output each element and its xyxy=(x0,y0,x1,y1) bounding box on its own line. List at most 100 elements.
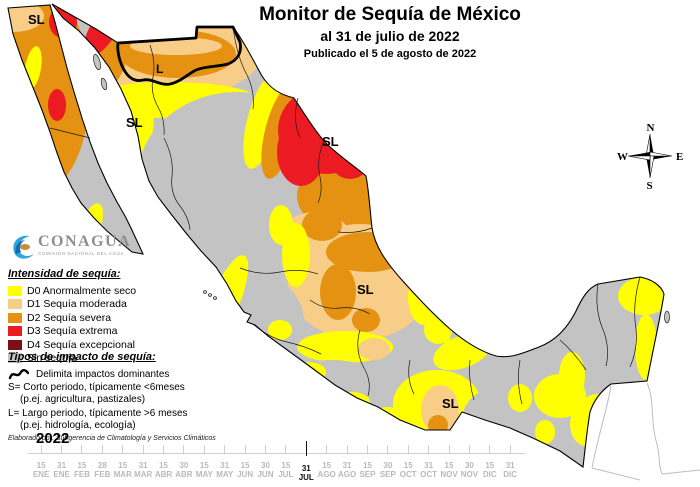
compass-west-label: W xyxy=(617,151,628,163)
tick-mark xyxy=(387,445,389,453)
foreign-border-lines xyxy=(591,382,700,481)
timeline-tick: 31 AGO xyxy=(337,441,357,482)
d3-color-swatch xyxy=(8,326,22,337)
compass-north-label: N xyxy=(647,122,655,134)
published-date: Publicado el 5 de agosto de 2022 xyxy=(303,48,477,60)
tick-mark xyxy=(81,445,83,453)
impact-types-legend: Tipos de impacto de sequía: Delimita imp… xyxy=(8,351,238,442)
legend-item-no-drought: Sin sequía xyxy=(8,352,136,366)
map-impact-label: SL xyxy=(442,396,459,411)
tick-month-label: SEP xyxy=(359,470,376,479)
timeline-tick: 15 JUL xyxy=(276,441,296,482)
tick-mark xyxy=(407,445,409,453)
tick-mark xyxy=(163,445,165,453)
map-impact-label: SL xyxy=(357,282,374,297)
tick-day-label: 15 xyxy=(444,461,454,470)
tick-day-label: 15 xyxy=(322,461,332,470)
report-date: al 31 de julio de 2022 xyxy=(320,28,460,44)
legend-item-label: Sin sequía xyxy=(27,352,77,365)
tick-month-label: SEP xyxy=(379,470,396,479)
legend-item-d1: D1 Sequía moderada xyxy=(8,298,136,312)
delimiter-label: Delimita impactos dominantes xyxy=(36,368,170,380)
timeline-tick: 15 SEP xyxy=(357,441,377,482)
islands xyxy=(93,53,670,324)
header: Monitor de Sequía de México al 31 de jul… xyxy=(160,4,620,60)
timeline-tick: 15 MAR xyxy=(113,441,133,482)
tick-day-label: 15 xyxy=(485,461,495,470)
legend-item-label: D1 Sequía moderada xyxy=(27,298,127,311)
page-title: Monitor de Sequía de México xyxy=(259,4,521,25)
timeline-tick: 15 FEB xyxy=(72,441,92,482)
compass-rose: N E S W xyxy=(617,122,683,192)
compass-east-label: E xyxy=(676,151,683,163)
tick-month-label: AGO xyxy=(317,470,336,479)
timeline-tick: 15 NOV xyxy=(439,441,459,482)
tick-month-label: MAR xyxy=(134,470,153,479)
tick-day-label: 28 xyxy=(97,461,107,470)
tick-day-label: 31 xyxy=(505,461,515,470)
timeline-tick: 30 SEP xyxy=(378,441,398,482)
tick-day-label: 15 xyxy=(403,461,413,470)
timeline-tick: 15 ABR xyxy=(153,441,173,482)
tick-day-label: 15 xyxy=(118,461,128,470)
tick-month-label: FEB xyxy=(94,470,111,479)
d0-color-swatch xyxy=(8,285,22,296)
tick-day-label: 15 xyxy=(77,461,87,470)
conagua-logo: CONAGUA COMISIÓN NACIONAL DEL AGUA xyxy=(8,230,131,260)
timeline-tick: 15 DIC xyxy=(480,441,500,482)
tick-mark xyxy=(448,445,450,453)
tick-day-label: 31 xyxy=(301,464,311,473)
legend-item-label: D4 Sequía excepcional xyxy=(27,338,135,351)
timeline-tick: 30 ABR xyxy=(174,441,194,482)
tick-day-label: 30 xyxy=(179,461,189,470)
tick-day-label: 15 xyxy=(362,461,372,470)
tick-month-label: ABR xyxy=(175,470,193,479)
tick-mark xyxy=(285,445,287,453)
tick-day-label: 31 xyxy=(138,461,148,470)
tick-month-label: JUL xyxy=(278,470,294,479)
tick-month-label: FEB xyxy=(73,470,90,479)
tick-month-label: MAR xyxy=(113,470,132,479)
tick-mark xyxy=(489,445,491,453)
legend-item-d0: D0 Anormalmente seco xyxy=(8,284,136,298)
legend-item-d2: D2 Sequía severa xyxy=(8,311,136,325)
map-impact-label: SL xyxy=(126,115,143,130)
tick-month-label: AGO xyxy=(337,470,357,479)
timeline-tick: 15 OCT xyxy=(398,441,418,482)
timeline-tick: 15 ENE xyxy=(31,441,51,482)
tick-mark xyxy=(509,445,511,453)
map-impact-label: L xyxy=(156,62,163,76)
timeline-tick: 30 JUN xyxy=(255,441,275,482)
tick-day-label: 31 xyxy=(57,461,67,470)
conagua-logo-icon xyxy=(13,235,35,259)
tick-mark xyxy=(224,445,226,453)
tick-mark xyxy=(244,445,246,453)
timeline-tick: 15 AGO xyxy=(316,441,336,482)
tick-mark xyxy=(366,445,368,453)
conagua-logo-text: CONAGUA xyxy=(38,233,132,250)
tick-mark xyxy=(468,445,470,453)
timeline-tick: 31 OCT xyxy=(418,441,438,482)
tick-day-label: 31 xyxy=(424,461,434,470)
tick-day-label: 15 xyxy=(199,461,209,470)
legend-item-label: D2 Sequía severa xyxy=(27,311,112,324)
timeline: 15 ENE 31 ENE 15 FEB 28 FEB xyxy=(31,441,520,482)
impact-long-term-line2: (p.ej. hidrología, ecología) xyxy=(20,419,136,431)
tick-month-label: DIC xyxy=(503,470,518,479)
tick-mark xyxy=(326,445,328,453)
compass-star xyxy=(627,133,673,179)
no-drought-color-swatch xyxy=(8,353,22,364)
tick-day-label: 15 xyxy=(281,461,291,470)
compass-south-label: S xyxy=(647,180,653,192)
tick-mark xyxy=(101,445,103,453)
tick-month-label: JUL xyxy=(298,473,314,482)
timeline-tick: 15 JUN xyxy=(235,441,255,482)
drought-intensity-legend: Intensidad de sequía: D0 Anormalmente se… xyxy=(8,268,136,365)
tick-mark xyxy=(428,445,430,453)
tick-mark xyxy=(346,445,348,453)
delimiter-squiggle-icon xyxy=(8,369,30,380)
legend-item-label: D3 Sequía extrema xyxy=(27,325,118,338)
tick-mark xyxy=(61,445,63,453)
